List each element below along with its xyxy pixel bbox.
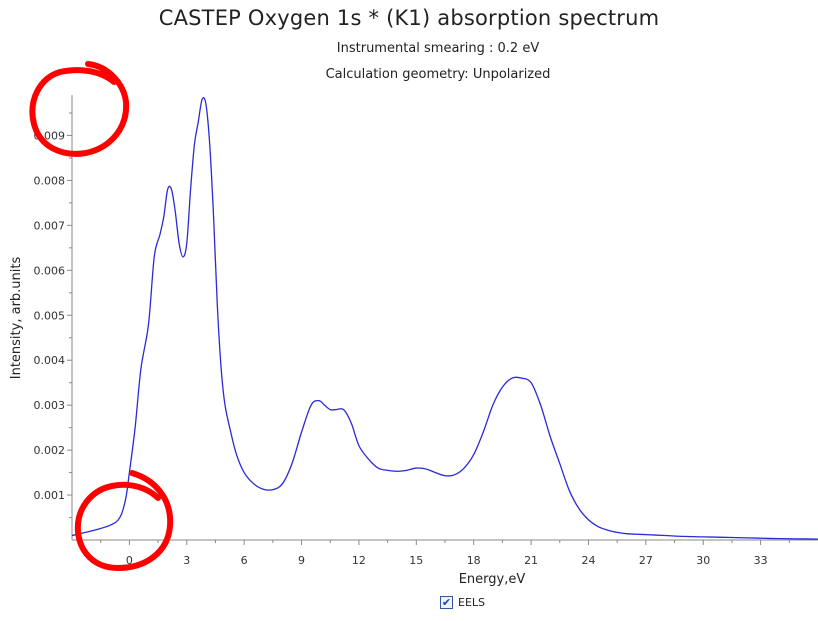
red-annotation-circle-top [29, 61, 130, 157]
y-tick-label: 0.006 [34, 264, 66, 277]
y-tick-label: 0.003 [34, 399, 66, 412]
x-tick-label: 30 [696, 554, 710, 567]
annotation-layer [29, 61, 174, 571]
y-tick-label: 0.007 [34, 219, 66, 232]
legend-label-eels: EELS [458, 596, 486, 609]
y-tick-label: 0.001 [34, 489, 66, 502]
y-tick-label: 0.005 [34, 309, 66, 322]
x-tick-label: 6 [241, 554, 248, 567]
x-tick-label: 33 [754, 554, 768, 567]
x-tick-label: 9 [298, 554, 305, 567]
tick-labels: 0 3 6 9 12 15 18 21 24 27 30 33 0.001 0.002 0.003 0.004… [34, 129, 768, 567]
y-tick-label: 0.008 [34, 174, 66, 187]
x-tick-label: 24 [581, 554, 595, 567]
series-layer [71, 96, 818, 540]
x-tick-label: 21 [524, 554, 538, 567]
y-tick-label: 0.004 [34, 354, 66, 367]
x-tick-label: 3 [183, 554, 190, 567]
x-tick-label: 15 [409, 554, 423, 567]
eels-checkbox[interactable]: ✔ [440, 596, 453, 609]
x-axis-title: Energy,eV [459, 572, 526, 587]
x-tick-label: 0 [126, 554, 133, 567]
y-axis-title: Intensity, arb.units [9, 257, 24, 380]
legend: ✔ EELS [440, 596, 485, 609]
x-tick-label: 12 [352, 554, 366, 567]
x-tick-label: 27 [639, 554, 653, 567]
chart-subtitle-geometry: Calculation geometry: Unpolarized [325, 67, 551, 82]
red-annotation-circle-bottom [74, 470, 174, 571]
check-icon: ✔ [441, 596, 452, 609]
tick-marks [67, 112, 790, 545]
series-line-eels [71, 96, 818, 540]
chart-title: CASTEP Oxygen 1s * (K1) absorption spect… [158, 6, 660, 30]
chart-subtitle-smearing: Instrumental smearing : 0.2 eV [336, 41, 540, 56]
x-tick-label: 18 [467, 554, 481, 567]
y-tick-label: 0.002 [34, 444, 66, 457]
axes [71, 95, 818, 541]
